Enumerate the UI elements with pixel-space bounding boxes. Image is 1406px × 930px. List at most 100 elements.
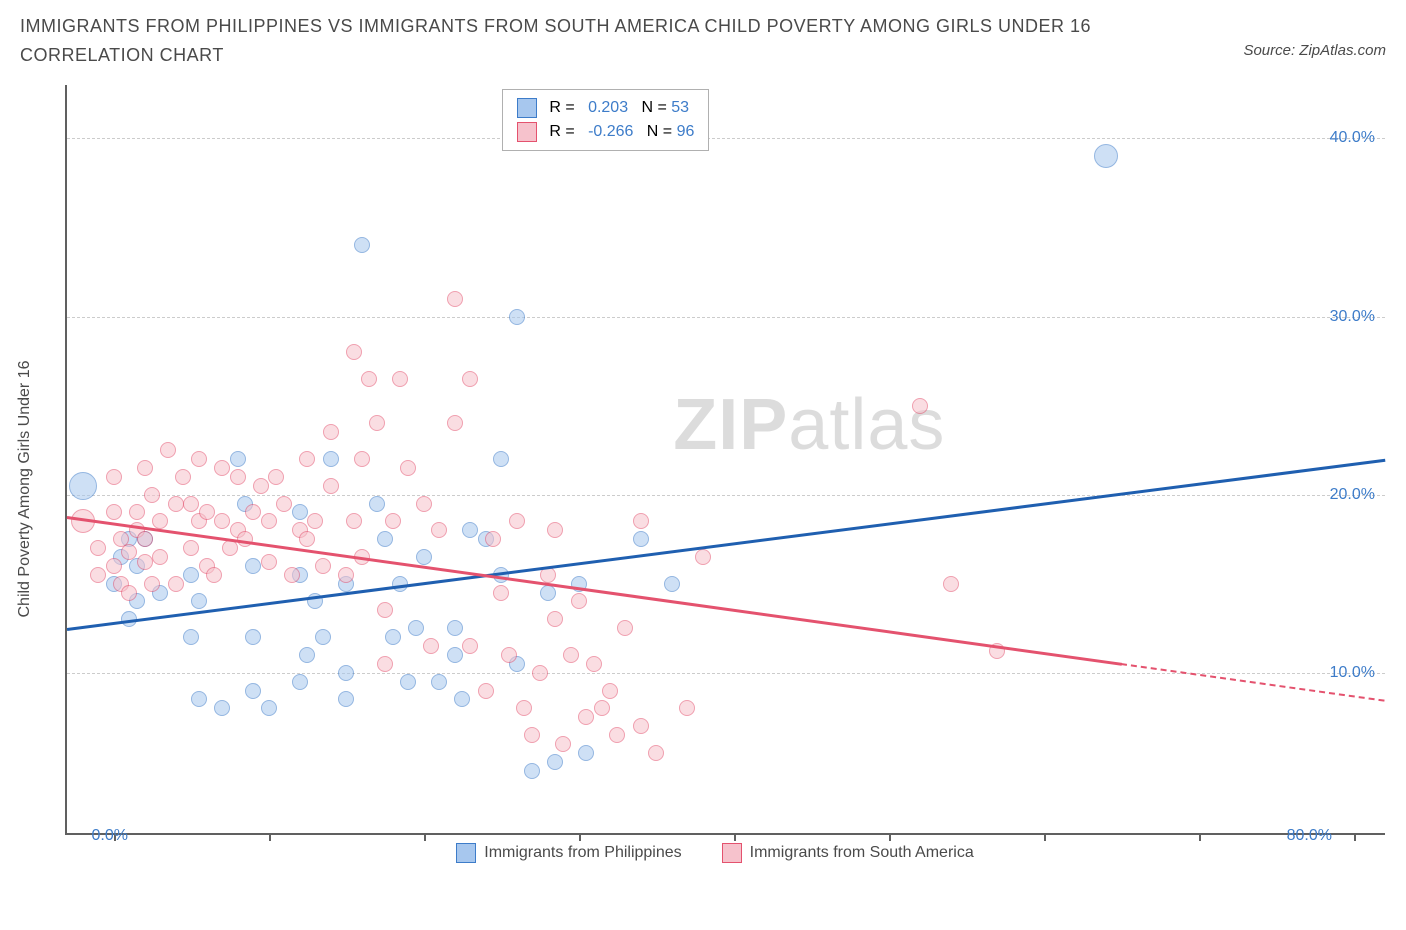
source-attribution: Source: ZipAtlas.com bbox=[1243, 42, 1386, 59]
scatter-point bbox=[547, 611, 563, 627]
scatter-point bbox=[338, 691, 354, 707]
scatter-point bbox=[338, 665, 354, 681]
scatter-point bbox=[633, 718, 649, 734]
gridline bbox=[67, 138, 1385, 139]
scatter-point bbox=[462, 638, 478, 654]
scatter-point bbox=[416, 496, 432, 512]
scatter-point bbox=[431, 522, 447, 538]
scatter-point bbox=[323, 424, 339, 440]
scatter-point bbox=[447, 415, 463, 431]
scatter-point bbox=[594, 700, 610, 716]
scatter-point bbox=[354, 451, 370, 467]
scatter-point bbox=[540, 585, 556, 601]
scatter-point bbox=[532, 665, 548, 681]
scatter-point bbox=[1094, 144, 1118, 168]
scatter-point bbox=[69, 472, 97, 500]
scatter-point bbox=[284, 567, 300, 583]
scatter-point bbox=[633, 513, 649, 529]
scatter-point bbox=[191, 593, 207, 609]
bottom-legend: Immigrants from PhilippinesImmigrants fr… bbox=[45, 843, 1385, 863]
scatter-point bbox=[609, 727, 625, 743]
scatter-point bbox=[501, 647, 517, 663]
x-tick-label: 0.0% bbox=[92, 827, 128, 845]
scatter-point bbox=[447, 647, 463, 663]
scatter-point bbox=[299, 531, 315, 547]
trend-line bbox=[67, 516, 1122, 665]
scatter-point bbox=[361, 371, 377, 387]
scatter-point bbox=[245, 629, 261, 645]
scatter-point bbox=[183, 540, 199, 556]
y-tick-label: 20.0% bbox=[1330, 486, 1375, 504]
scatter-point bbox=[168, 576, 184, 592]
y-axis-label: Child Poverty Among Girls Under 16 bbox=[16, 361, 34, 618]
scatter-point bbox=[400, 460, 416, 476]
x-tick bbox=[1354, 833, 1356, 841]
plot-area: ZIPatlas 10.0%20.0%30.0%40.0% R = 0.203 … bbox=[65, 85, 1385, 835]
y-tick-label: 40.0% bbox=[1330, 129, 1375, 147]
legend-swatch bbox=[517, 122, 537, 142]
scatter-point bbox=[509, 513, 525, 529]
scatter-point bbox=[137, 460, 153, 476]
scatter-point bbox=[214, 513, 230, 529]
scatter-point bbox=[377, 531, 393, 547]
scatter-point bbox=[168, 496, 184, 512]
x-tick bbox=[1044, 833, 1046, 841]
scatter-point bbox=[385, 629, 401, 645]
scatter-point bbox=[299, 647, 315, 663]
scatter-point bbox=[547, 754, 563, 770]
scatter-point bbox=[354, 237, 370, 253]
legend-stats: R = -0.266 N = 96 bbox=[545, 120, 694, 144]
watermark: ZIPatlas bbox=[673, 384, 945, 466]
scatter-point bbox=[586, 656, 602, 672]
scatter-point bbox=[261, 513, 277, 529]
scatter-point bbox=[129, 504, 145, 520]
scatter-point bbox=[245, 504, 261, 520]
x-tick bbox=[269, 833, 271, 841]
scatter-point bbox=[485, 531, 501, 547]
scatter-point bbox=[648, 745, 664, 761]
legend-label: Immigrants from Philippines bbox=[484, 844, 681, 862]
legend-swatch bbox=[722, 843, 742, 863]
scatter-point bbox=[230, 469, 246, 485]
scatter-point bbox=[106, 558, 122, 574]
scatter-point bbox=[571, 593, 587, 609]
scatter-point bbox=[183, 496, 199, 512]
scatter-point bbox=[385, 513, 401, 529]
scatter-point bbox=[137, 554, 153, 570]
scatter-point bbox=[602, 683, 618, 699]
scatter-point bbox=[346, 513, 362, 529]
scatter-point bbox=[431, 674, 447, 690]
legend-stats: R = 0.203 N = 53 bbox=[545, 96, 689, 120]
scatter-point bbox=[183, 567, 199, 583]
scatter-point bbox=[106, 469, 122, 485]
scatter-point bbox=[912, 398, 928, 414]
scatter-point bbox=[191, 451, 207, 467]
gridline bbox=[67, 317, 1385, 318]
scatter-point bbox=[253, 478, 269, 494]
legend-row: R = 0.203 N = 53 bbox=[517, 96, 694, 120]
x-tick bbox=[424, 833, 426, 841]
correlation-legend: R = 0.203 N = 53 R = -0.266 N = 96 bbox=[502, 89, 709, 151]
scatter-point bbox=[261, 554, 277, 570]
scatter-point bbox=[377, 602, 393, 618]
scatter-point bbox=[369, 415, 385, 431]
scatter-point bbox=[493, 585, 509, 601]
scatter-point bbox=[315, 629, 331, 645]
scatter-point bbox=[245, 558, 261, 574]
scatter-point bbox=[315, 558, 331, 574]
scatter-point bbox=[509, 309, 525, 325]
legend-swatch bbox=[456, 843, 476, 863]
scatter-point bbox=[679, 700, 695, 716]
scatter-point bbox=[555, 736, 571, 752]
legend-row: R = -0.266 N = 96 bbox=[517, 120, 694, 144]
scatter-point bbox=[563, 647, 579, 663]
scatter-point bbox=[392, 371, 408, 387]
scatter-point bbox=[90, 540, 106, 556]
y-tick-label: 30.0% bbox=[1330, 308, 1375, 326]
scatter-point bbox=[664, 576, 680, 592]
scatter-point bbox=[106, 504, 122, 520]
scatter-point bbox=[323, 478, 339, 494]
scatter-point bbox=[191, 691, 207, 707]
scatter-point bbox=[261, 700, 277, 716]
scatter-point bbox=[447, 291, 463, 307]
